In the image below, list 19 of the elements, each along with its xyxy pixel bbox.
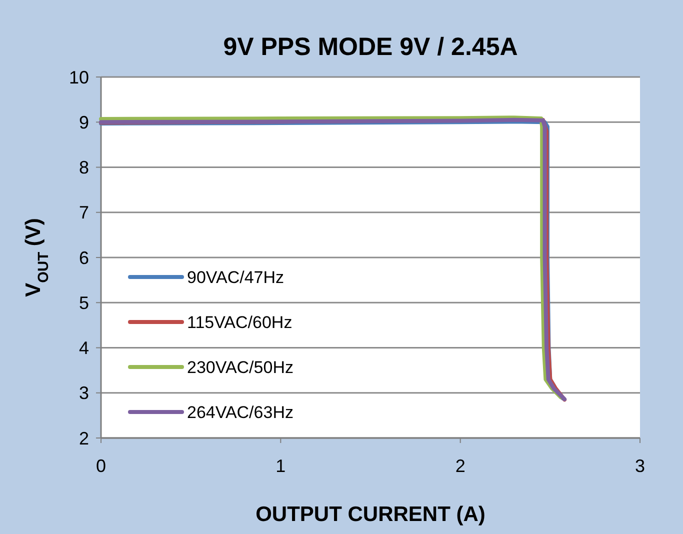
x-tick-label: 0	[96, 456, 106, 476]
x-tick-label: 2	[455, 456, 466, 476]
y-tick-label: 8	[78, 158, 89, 178]
legend-label: 90VAC/47Hz	[187, 268, 284, 287]
y-tick-label: 5	[78, 292, 89, 313]
y-tick-label: 6	[78, 248, 89, 268]
y-tick-label: 3	[78, 383, 89, 404]
y-tick-label: 7	[78, 202, 89, 223]
legend-label: 264VAC/63Hz	[187, 402, 294, 422]
x-axis-title: OUTPUT CURRENT (A)	[256, 503, 486, 526]
x-tick-label: 3	[634, 456, 646, 476]
y-tick-label: 9	[78, 112, 89, 132]
x-tick-label: 1	[276, 456, 286, 476]
y-tick-label: 2	[78, 428, 89, 448]
chart-title: 9V PPS MODE 9V / 2.45A	[223, 33, 518, 61]
legend-label: 115VAC/60Hz	[187, 312, 292, 332]
y-tick-label: 4	[78, 338, 89, 358]
y-tick-label: 10	[68, 67, 89, 88]
legend-label: 230VAC/50Hz	[187, 358, 294, 377]
